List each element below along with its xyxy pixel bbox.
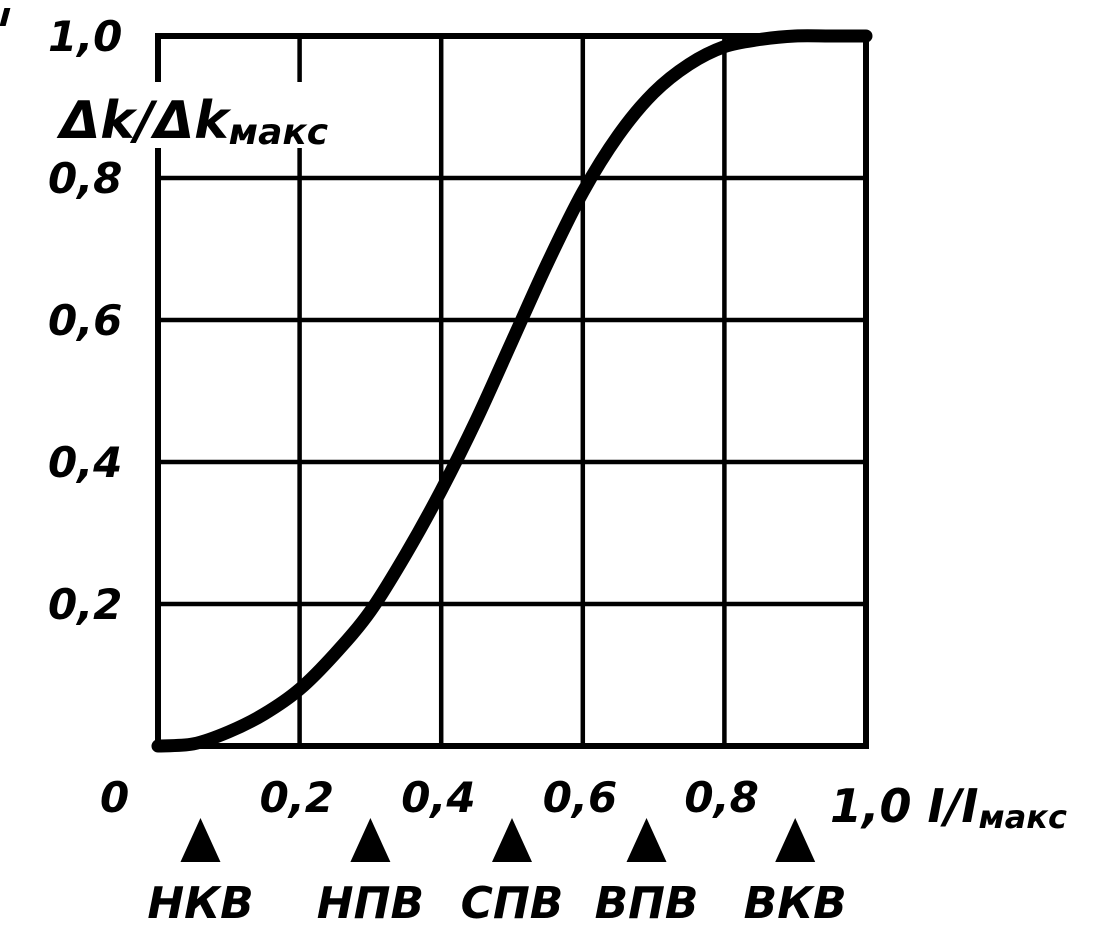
y-tick-labels: 0,2 0,4 0,6 0,8 1,0 (48, 12, 122, 629)
y-tick-label: 1,0 (48, 12, 122, 61)
origin-label: 0 (100, 773, 129, 822)
y-axis-title: Δk/Δkмакс (56, 91, 328, 153)
plot-border (155, 33, 869, 749)
marker-triangle (492, 818, 532, 862)
series-group (151, 29, 873, 753)
x-axis-title-main: 1,0 I/I (830, 779, 979, 833)
x-tick-label: 0,6 (543, 773, 617, 822)
marker-triangle (626, 818, 667, 862)
marker-triangle (350, 818, 391, 862)
x-tick-label: 0,2 (260, 773, 334, 822)
x-axis-title-sub: макс (979, 798, 1067, 836)
series-line-1 (151, 29, 873, 753)
x-axis-title: 1,0 I/Iмакс (830, 779, 1067, 836)
marker-label: СПВ (461, 878, 564, 928)
marker-group: НКВ НПВ СПВ ВПВ ВКВ (147, 818, 847, 928)
marker-triangle (180, 818, 221, 862)
x-tick-label: 0,4 (401, 773, 475, 822)
marker-label: ВПВ (595, 878, 699, 928)
plot-frame (155, 33, 869, 749)
marker-label: ВКВ (744, 878, 847, 928)
grid (158, 36, 866, 746)
marker-triangle (775, 818, 816, 862)
x-tick-label: 0,8 (684, 773, 758, 822)
marker-label: НПВ (317, 878, 424, 928)
y-tick-label: 0,6 (48, 296, 122, 345)
x-tick-labels: 0,2 0,4 0,6 0,8 (260, 773, 759, 822)
y-tick-label: 0,8 (48, 154, 122, 203)
y-axis-title-main: Δk/Δk (56, 91, 232, 151)
y-title-background (60, 82, 410, 148)
y-tick-label: 0,2 (48, 580, 122, 629)
y-axis-title-sub: макс (229, 112, 329, 153)
y-tick-label: 0,4 (48, 438, 122, 487)
marker-label: НКВ (147, 878, 253, 928)
